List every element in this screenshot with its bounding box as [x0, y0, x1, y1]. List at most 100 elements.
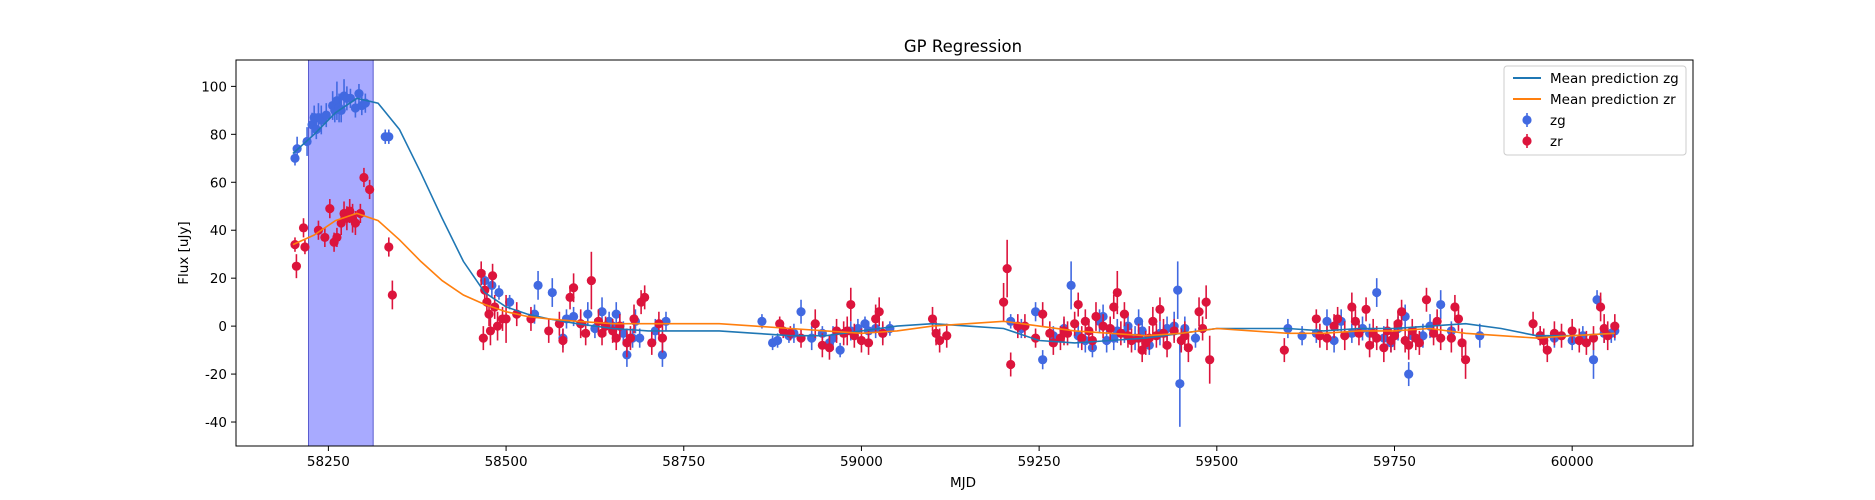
data-point-zr — [485, 326, 496, 336]
data-point-zr — [998, 297, 1009, 307]
data-point-zg — [1173, 285, 1183, 295]
data-point-zr — [1162, 340, 1172, 350]
data-point-zr — [1610, 321, 1620, 331]
data-point-zg — [321, 110, 331, 120]
x-tick-label: 58500 — [485, 454, 528, 470]
legend-label: Mean prediction zr — [1550, 92, 1676, 108]
mean-line-zr — [292, 212, 1615, 339]
data-point-zr — [1073, 299, 1083, 310]
data-point-zr — [586, 275, 596, 286]
data-point-zr — [1098, 321, 1108, 331]
y-tick-label: 100 — [201, 79, 227, 95]
y-axis-label: Flux [uJy] — [176, 221, 192, 284]
data-point-zg — [533, 280, 543, 290]
data-point-zg — [1190, 333, 1201, 343]
data-point-zr — [1183, 343, 1193, 353]
data-point-zr — [785, 328, 795, 338]
y-tick-label: 20 — [210, 271, 227, 287]
data-point-zr — [1119, 309, 1130, 319]
data-point-zr — [1404, 340, 1414, 350]
highlight-span — [307, 60, 374, 446]
data-point-zr — [1084, 326, 1094, 336]
data-point-zr — [320, 232, 330, 243]
data-point-zr — [1109, 302, 1119, 312]
data-point-zr — [1205, 355, 1215, 365]
data-point-zg — [835, 345, 845, 355]
data-point-zg — [757, 316, 767, 326]
legend: Mean prediction zg Mean prediction zr zg zr — [1503, 65, 1687, 156]
data-point-zg — [1006, 316, 1016, 326]
data-point-zr — [1091, 311, 1101, 322]
data-point-zg — [1372, 287, 1382, 298]
data-point-zr — [1365, 340, 1375, 350]
data-point-zr — [935, 335, 945, 346]
y-tick-label: 80 — [210, 127, 227, 143]
data-point-zr — [1372, 333, 1382, 343]
data-point-zr — [1055, 333, 1066, 343]
data-point-zr — [597, 328, 607, 338]
data-point-zr — [1112, 287, 1122, 298]
data-point-zr — [1350, 316, 1361, 326]
data-point-zr — [1148, 316, 1158, 326]
data-point-zr — [1087, 335, 1098, 346]
data-point-zg — [1030, 307, 1041, 317]
data-point-zr — [856, 335, 867, 346]
data-point-zr — [1137, 345, 1147, 355]
data-point-zr — [1460, 355, 1471, 365]
data-point-zr — [1070, 319, 1080, 329]
data-point-zg — [1038, 355, 1048, 365]
data-point-zg — [597, 307, 607, 317]
data-point-zr — [824, 343, 835, 353]
data-point-zg — [1137, 326, 1147, 336]
legend-label: Mean prediction zg — [1550, 71, 1679, 87]
data-point-zr — [1347, 302, 1357, 312]
y-tick-label: 40 — [210, 223, 227, 239]
data-point-zr — [927, 314, 938, 324]
data-point-zr — [817, 340, 827, 350]
data-point-zr — [544, 326, 554, 336]
data-point-zr — [298, 223, 309, 233]
plot-frame — [235, 59, 1694, 447]
data-point-zr — [1279, 345, 1289, 355]
data-point-zr — [629, 314, 639, 324]
data-point-zg — [1066, 280, 1076, 290]
data-point-zr — [325, 204, 335, 214]
data-point-zr — [871, 314, 881, 324]
data-point-zr — [942, 331, 952, 341]
y-tick-label: 0 — [218, 319, 227, 335]
data-point-zg — [1475, 331, 1485, 341]
x-tick-label: 59250 — [1018, 454, 1061, 470]
data-point-zr — [313, 225, 324, 235]
data-point-zr — [501, 314, 511, 324]
data-point-zg — [290, 153, 300, 163]
data-point-zr — [1407, 326, 1417, 336]
data-point-zr — [565, 292, 575, 302]
data-point-zr — [1329, 321, 1339, 331]
data-point-zr — [581, 328, 591, 338]
data-point-zg — [657, 350, 668, 360]
data-point-zr — [1457, 338, 1467, 348]
data-point-zr — [1414, 338, 1424, 348]
data-point-zr — [484, 309, 494, 319]
data-point-zg — [568, 311, 579, 322]
chart-title: GP Regression — [904, 37, 1022, 56]
data-point-zr — [796, 333, 806, 343]
data-point-zr — [1077, 333, 1087, 343]
data-point-zr — [1432, 316, 1442, 326]
data-point-zg — [1436, 299, 1446, 310]
x-tick-label: 59000 — [840, 454, 883, 470]
data-point-zr — [1453, 314, 1464, 324]
legend-label: zg — [1550, 113, 1566, 129]
data-point-zr — [359, 172, 369, 183]
data-point-zr — [810, 319, 820, 329]
data-point-zr — [1194, 307, 1204, 317]
data-point-zr — [476, 268, 486, 278]
data-point-zg — [1329, 335, 1339, 346]
data-point-zr — [1340, 331, 1350, 341]
data-point-zr — [1311, 314, 1321, 324]
data-point-zg — [618, 328, 628, 338]
legend-marker — [1522, 136, 1532, 146]
data-point-zr — [332, 232, 342, 243]
data-point-zr — [1588, 333, 1599, 343]
x-tick-label: 59750 — [1373, 454, 1416, 470]
